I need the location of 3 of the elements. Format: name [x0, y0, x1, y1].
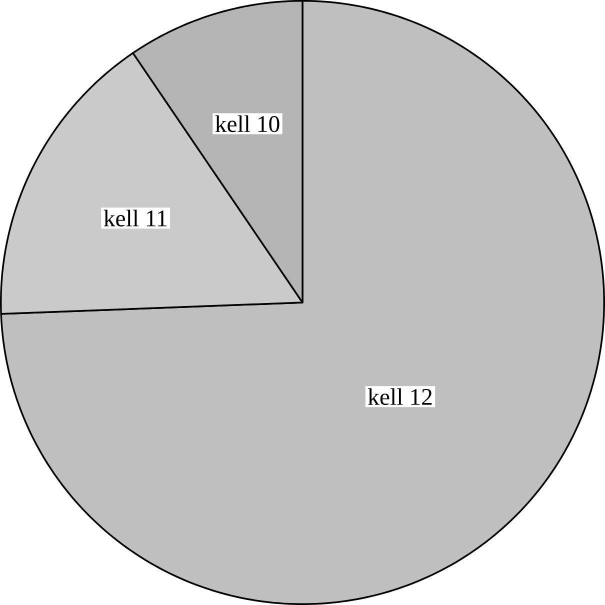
slice-label: kell 11	[104, 210, 166, 226]
slice-label: kell 12	[368, 388, 432, 406]
slice-label: kell 10	[215, 115, 280, 132]
